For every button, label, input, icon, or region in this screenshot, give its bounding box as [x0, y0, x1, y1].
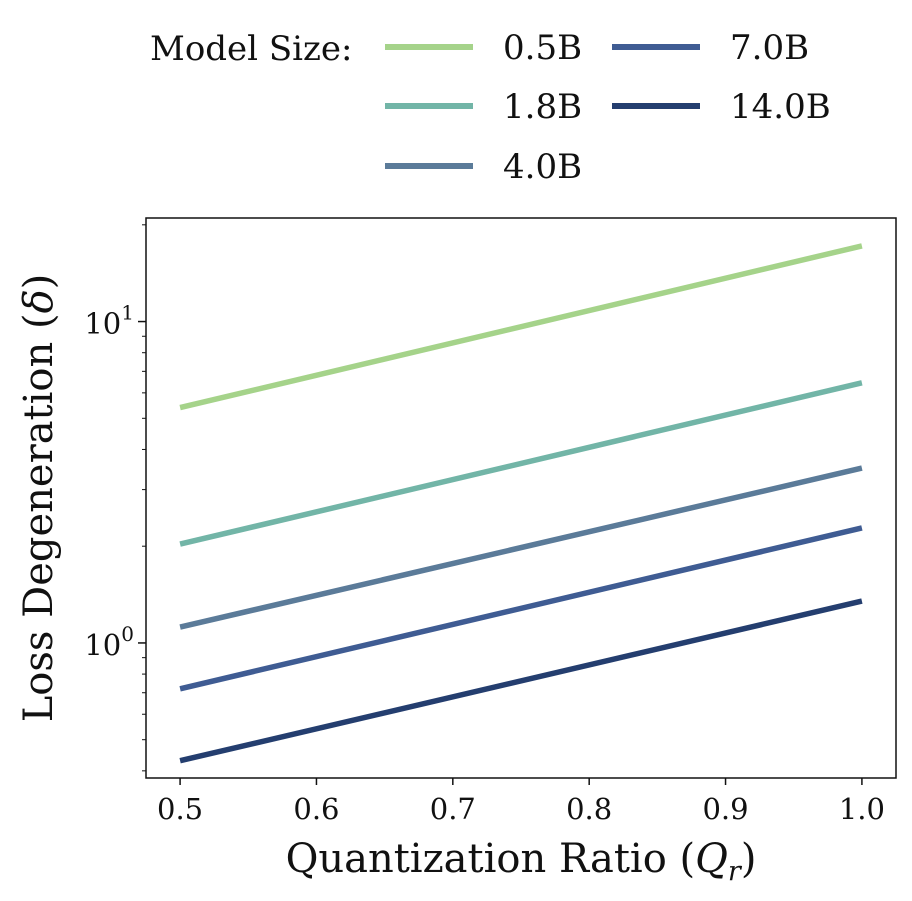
- legend-entry-4.0B: 4.0B: [385, 147, 582, 187]
- x-tick-label: 0.9: [702, 792, 748, 826]
- legend-entry-0.5B: 0.5B: [385, 28, 582, 68]
- plot-frame: [145, 217, 897, 779]
- legend-title: Model Size:: [150, 29, 353, 69]
- y-major-ticks: 100 101: [84, 301, 146, 662]
- legend-entry-14.0B: 14.0B: [612, 87, 831, 127]
- series-line-14.0B: [179, 598, 863, 764]
- x-axis-label: Quantization Ratio (Qr): [286, 836, 757, 887]
- legend-label: 4.0B: [503, 147, 582, 187]
- legend: Model Size: 0.5B 1.8B 4.0B 7.0B 14.0B: [150, 28, 831, 187]
- x-tick-label: 1.0: [839, 792, 885, 826]
- series-lines: [179, 243, 863, 764]
- x-tick-label: 0.8: [566, 792, 612, 826]
- x-tick-label: 0.5: [157, 792, 203, 826]
- y-axis-label: Loss Degeneration (δ): [16, 274, 62, 723]
- legend-entry-1.8B: 1.8B: [385, 87, 582, 127]
- series-line-4.0B: [179, 465, 863, 630]
- series-line-0.5B: [179, 243, 863, 411]
- y-minor-ticks: [142, 224, 146, 772]
- legend-label: 14.0B: [730, 87, 831, 127]
- x-tick-label: 0.7: [430, 792, 476, 826]
- x-ticks: 0.5 0.6 0.7 0.8 0.9 1.0: [157, 778, 885, 826]
- legend-label: 1.8B: [503, 87, 582, 127]
- series-line-1.8B: [179, 380, 863, 547]
- legend-label: 0.5B: [503, 28, 582, 68]
- x-tick-label: 0.6: [293, 792, 339, 826]
- legend-entry-7.0B: 7.0B: [612, 28, 809, 68]
- series-line-7.0B: [179, 525, 863, 692]
- legend-label: 7.0B: [730, 28, 809, 68]
- y-tick-label: 101: [84, 301, 134, 341]
- y-tick-label: 100: [84, 622, 134, 662]
